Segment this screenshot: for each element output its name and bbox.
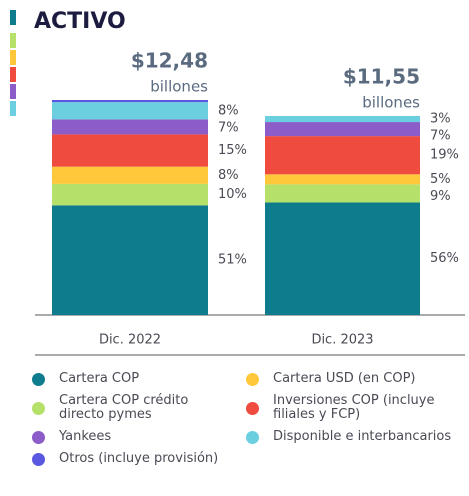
legend-label: Yankees [59, 429, 112, 444]
legend: Cartera COP Cartera USD (en COP) Cartera C… [32, 372, 469, 466]
bar-segment [265, 184, 420, 203]
data-label: 15% [218, 143, 247, 158]
legend-swatch [246, 372, 259, 386]
bar-segment [52, 166, 208, 184]
bar-segment [265, 174, 420, 185]
legend-label: Cartera COP [59, 371, 140, 386]
bar-segment [52, 119, 208, 135]
legend-swatch [32, 401, 45, 415]
bar-segment [265, 136, 420, 175]
legend-label: Cartera USD (en COP) [273, 371, 416, 386]
legend-swatch [246, 430, 259, 444]
legend-item: Cartera COP [32, 372, 246, 386]
legend-swatch [246, 401, 259, 415]
total-label: $12,48 [131, 49, 208, 73]
total-unit: billones [362, 94, 420, 112]
total-label: $11,55 [343, 65, 420, 89]
data-label: 9% [430, 189, 451, 204]
bar-segment [52, 134, 208, 167]
bar-segment [52, 102, 208, 120]
legend-item: Yankees [32, 430, 246, 444]
legend-swatch [32, 452, 45, 466]
data-label: 8% [218, 103, 239, 118]
legend-item: Disponible e interbancarios [246, 430, 469, 444]
bar-segment [52, 183, 208, 206]
legend-label: Otros (incluye provisión) [59, 451, 219, 466]
bar-segment [265, 116, 420, 123]
legend-label: Inversiones COP (incluye filiales y FCP) [273, 393, 435, 422]
legend-swatch [32, 372, 45, 386]
x-tick-label: Dic. 2022 [99, 333, 161, 348]
bar-segment [52, 205, 208, 315]
data-label: 56% [430, 251, 459, 266]
chart-title: ACTIVO [34, 9, 126, 34]
legend-item: Cartera USD (en COP) [246, 372, 469, 386]
legend-label: Cartera COP crédito directo pymes [59, 393, 189, 422]
x-tick-label: Dic. 2023 [311, 333, 373, 348]
legend-swatch [32, 430, 45, 444]
title-stripe [10, 10, 16, 116]
data-label: 7% [430, 129, 451, 144]
data-label: 7% [218, 120, 239, 135]
legend-item: Cartera COP crédito directo pymes [32, 394, 246, 422]
data-label: 10% [218, 187, 247, 202]
data-label: 3% [430, 112, 451, 127]
legend-item: Otros (incluye provisión) [32, 452, 246, 466]
legend-label: Disponible e interbancarios [273, 429, 452, 444]
data-label: 19% [430, 148, 459, 163]
bar-segment [52, 100, 208, 103]
data-label: 51% [218, 253, 247, 268]
data-label: 8% [218, 168, 239, 183]
total-unit: billones [150, 78, 208, 96]
bar-segment [265, 122, 420, 137]
legend-item: Inversiones COP (incluye filiales y FCP) [246, 394, 469, 422]
data-label: 5% [430, 172, 451, 187]
bar-segment [265, 202, 420, 315]
